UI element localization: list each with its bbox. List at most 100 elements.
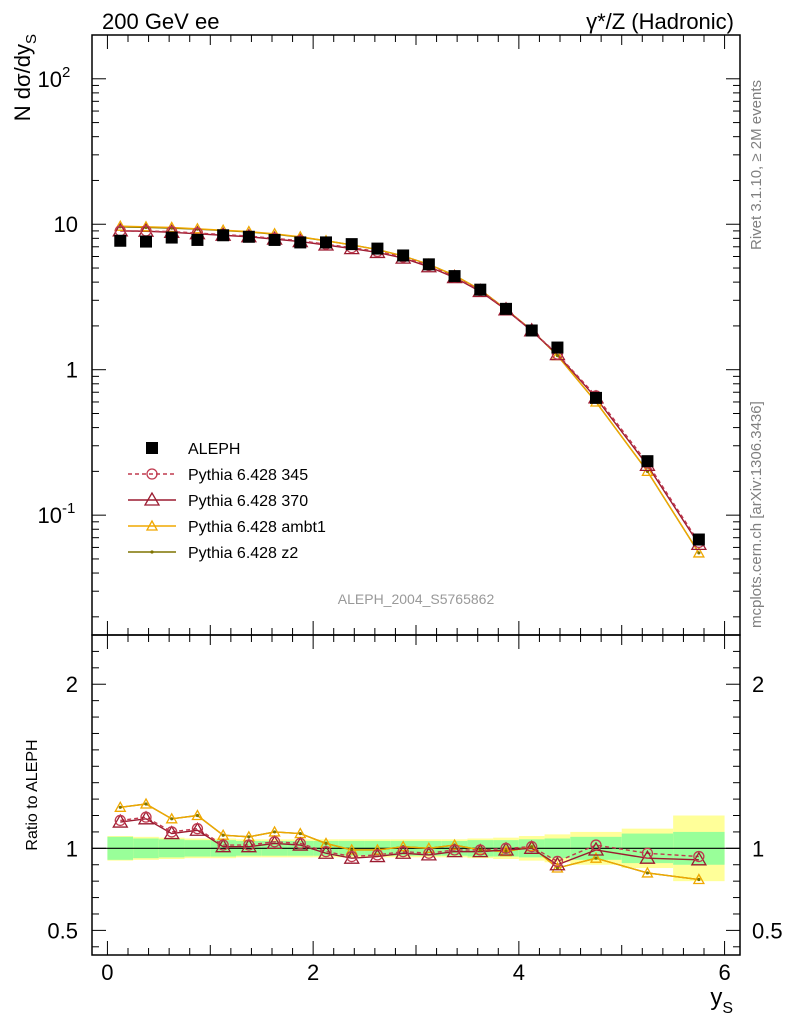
ratio-point-ambt1 [345, 843, 358, 855]
ratio-point-z2 [697, 877, 701, 882]
ratio-point-z2 [555, 866, 560, 870]
legend-marker-p345 [146, 468, 158, 480]
ratio-point-p345 [217, 839, 229, 851]
ratio-point-p345 [590, 839, 602, 851]
legend-label: ALEPH [188, 441, 240, 458]
side-text-mcplots: mcplots.cern.ch [arXiv:1306.3436] [748, 401, 765, 628]
main-point-data [114, 234, 127, 247]
ratio-point-ambt1 [371, 843, 384, 855]
ratio-point-p345 [500, 842, 512, 854]
ratio-point-p370 [137, 810, 155, 825]
ratio-point-z2 [221, 833, 225, 837]
svg-text:2: 2 [62, 64, 70, 81]
svg-text:10: 10 [38, 503, 62, 528]
legend: ALEPH Pythia 6.428 345 Pythia 6.428 370 Pyt… [128, 441, 326, 562]
ratio-point-z2 [530, 845, 534, 849]
ratio-point-p345 [268, 836, 281, 848]
ratio-y-tick-label: 1 [66, 836, 78, 861]
ratio-y-tick-label-right: 0.5 [752, 918, 783, 943]
main-y-axis-label: N dσ/dyS [10, 34, 40, 121]
main-y-tick-label: 1 [66, 358, 78, 383]
ratio-series-line-p345 [120, 816, 699, 863]
main-y-tick-label: 10 2 [38, 64, 71, 92]
main-point-data [165, 231, 178, 244]
x-tick-label: 2 [307, 960, 319, 985]
main-point-ambt1 [114, 219, 127, 231]
ratio-series-line-p370 [120, 818, 699, 866]
ratio-y-tick-label-right: 1 [752, 836, 764, 861]
ratio-frame [91, 634, 741, 956]
ratio-point-p345 [294, 837, 306, 850]
main-point-data [422, 258, 435, 271]
svg-text:10: 10 [38, 67, 62, 92]
ratio-point-ambt1 [397, 840, 410, 852]
ratio-point-ambt1 [191, 809, 204, 821]
main-point-data [191, 233, 204, 246]
ratio-point-ambt1 [448, 838, 461, 850]
ratio-point-p370 [369, 848, 386, 863]
ratio-point-p370 [240, 838, 257, 853]
legend-item-p370: Pythia 6.428 370 [128, 491, 308, 510]
ratio-point-ambt1 [692, 873, 705, 885]
x-tick-label: 4 [513, 960, 525, 985]
ratio-point-p345 [114, 814, 126, 827]
ratio-point-ambt1 [589, 851, 603, 863]
ratio-point-p370 [292, 836, 309, 851]
ratio-point-z2 [144, 802, 148, 806]
ratio-point-z2 [170, 817, 174, 821]
main-point-data [500, 302, 512, 315]
watermark: ALEPH_2004_S5765862 [338, 591, 495, 607]
ratio-x-axis-label: yS [710, 984, 733, 1017]
ratio-point-p370 [266, 835, 283, 850]
main-point-data [242, 230, 255, 243]
main-point-data [397, 249, 410, 262]
legend-marker-p370 [143, 491, 161, 506]
main-point-data [345, 238, 358, 251]
legend-label: Pythia 6.428 345 [188, 467, 308, 484]
ratio-point-p345 [346, 850, 358, 863]
ratio-point-p345 [397, 845, 409, 858]
main-point-data [448, 270, 461, 283]
ratio-panel: 0.5 0.5 1 1 2 2 0 2 4 6 Ratio to ALEPH yS [24, 634, 783, 1017]
ratio-point-ambt1 [114, 800, 127, 812]
ratio-point-p370 [497, 841, 515, 856]
main-point-data [590, 391, 602, 404]
header-right: γ*/Z (Hadronic) [586, 9, 734, 34]
ratio-point-p370 [189, 821, 206, 836]
ratio-point-ambt1 [641, 866, 654, 878]
main-series-line-p345 [120, 230, 700, 543]
main-point-data [474, 283, 487, 296]
ratio-point-p370 [163, 825, 180, 840]
ratio-point-z2 [478, 848, 482, 852]
main-y-tick-label: 10 -1 [38, 500, 76, 528]
main-point-data [525, 324, 538, 337]
ratio-point-p370 [690, 851, 707, 866]
svg-text:10: 10 [54, 212, 78, 237]
ratio-point-z2 [247, 835, 251, 839]
ratio-point-p345 [140, 811, 152, 823]
ratio-point-z2 [272, 830, 277, 834]
svg-text:N dσ/dyS: N dσ/dyS [10, 34, 40, 121]
ratio-point-p345 [243, 839, 255, 851]
legend-marker-z2 [150, 550, 154, 554]
ratio-point-p345 [371, 849, 384, 861]
ratio-point-p345 [693, 850, 705, 863]
ratio-point-z2 [504, 850, 508, 854]
legend-label: Pythia 6.428 z2 [188, 545, 298, 562]
ratio-point-p370 [343, 849, 360, 864]
header-left: 200 GeV ee [102, 9, 219, 34]
ratio-point-p370 [523, 840, 540, 854]
ratio-point-p345 [423, 847, 435, 859]
main-point-data [140, 235, 152, 248]
main-point-data [320, 236, 332, 249]
legend-label: Pythia 6.428 370 [188, 493, 308, 510]
ratio-point-p370 [549, 856, 566, 871]
ratio-point-p370 [395, 844, 412, 859]
ratio-point-p345 [448, 844, 461, 856]
main-point-data [692, 533, 705, 546]
ratio-point-p345 [166, 826, 178, 838]
x-tick-label: 0 [101, 960, 113, 985]
legend-label: Pythia 6.428 ambt1 [188, 519, 326, 536]
